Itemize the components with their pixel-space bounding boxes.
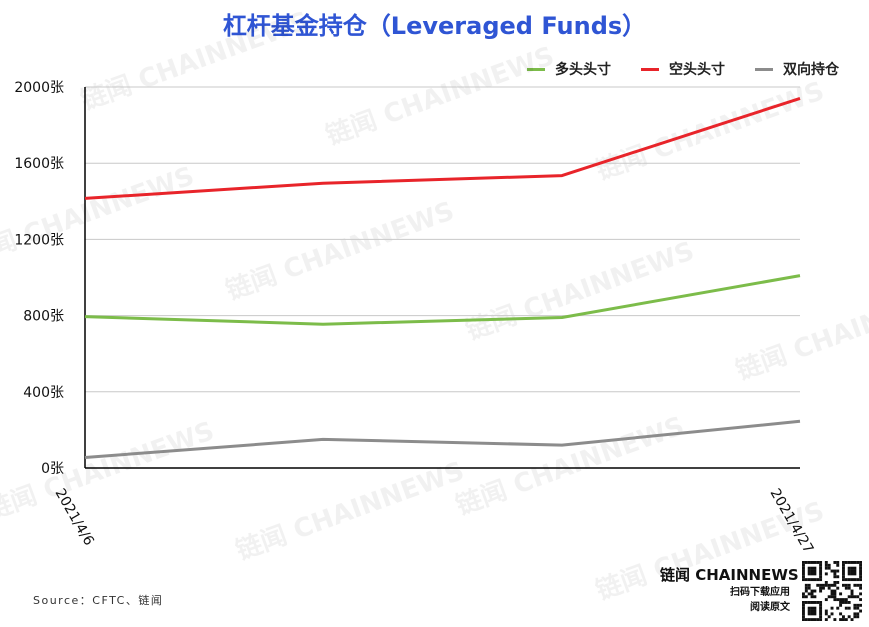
qr-code-icon[interactable]	[802, 561, 862, 621]
series-line-long	[84, 274, 801, 326]
legend-label-short: 空头头寸	[669, 62, 725, 78]
legend-label-long: 多头头寸	[555, 62, 611, 78]
legend: 多头头寸 空头头寸 双向持仓	[527, 59, 839, 79]
series-line-spread	[84, 419, 801, 459]
legend-swatch-spread	[755, 67, 773, 71]
y-tick-label: 2000张	[14, 80, 64, 96]
y-tick-label: 400张	[23, 385, 64, 401]
legend-swatch-long	[527, 67, 545, 71]
brand-block: 链闻 CHAINNEWS 扫码下载应用 阅读原文	[660, 564, 799, 615]
y-tick-label: 1600张	[14, 156, 64, 172]
y-tick-label: 1200张	[14, 232, 64, 248]
source-note: Source：CFTC、链闻	[33, 594, 164, 607]
watermark-text: 链闻 CHAINNEWS	[452, 410, 688, 521]
brand-download-text: 扫码下载应用	[730, 587, 790, 598]
legend-item-long: 多头头寸	[527, 59, 611, 79]
watermark-text: 链闻 CHAINNEWS	[592, 75, 828, 186]
watermark-text: 链闻 CHAINNEWS	[0, 415, 218, 526]
watermark-text: 链闻 CHAINNEWS	[0, 160, 198, 271]
legend-label-spread: 双向持仓	[783, 62, 839, 78]
watermark-text: 链闻 CHAINNEWS	[322, 40, 558, 151]
legend-item-spread: 双向持仓	[755, 59, 839, 79]
watermark-text: 链闻 CHAINNEWS	[462, 235, 698, 346]
watermark-text: 链闻 CHAINNEWS	[232, 455, 468, 566]
series-line-short	[84, 96, 801, 200]
watermark-text: 链闻 CHAINNEWS	[732, 275, 869, 386]
watermark-text: 链闻 CHAINNEWS	[222, 195, 458, 306]
chart-title: 杠杆基金持仓（Leveraged Funds）	[222, 12, 647, 40]
y-tick-label: 800张	[23, 309, 64, 325]
brand-read-text: 阅读原文	[750, 602, 790, 613]
y-tick-label: 0张	[41, 461, 64, 477]
legend-swatch-short	[641, 67, 659, 71]
legend-item-short: 空头头寸	[641, 59, 725, 79]
brand-name: 链闻 CHAINNEWS	[660, 566, 799, 584]
watermark-text: 链闻 CHAINNEWS	[77, 5, 313, 116]
